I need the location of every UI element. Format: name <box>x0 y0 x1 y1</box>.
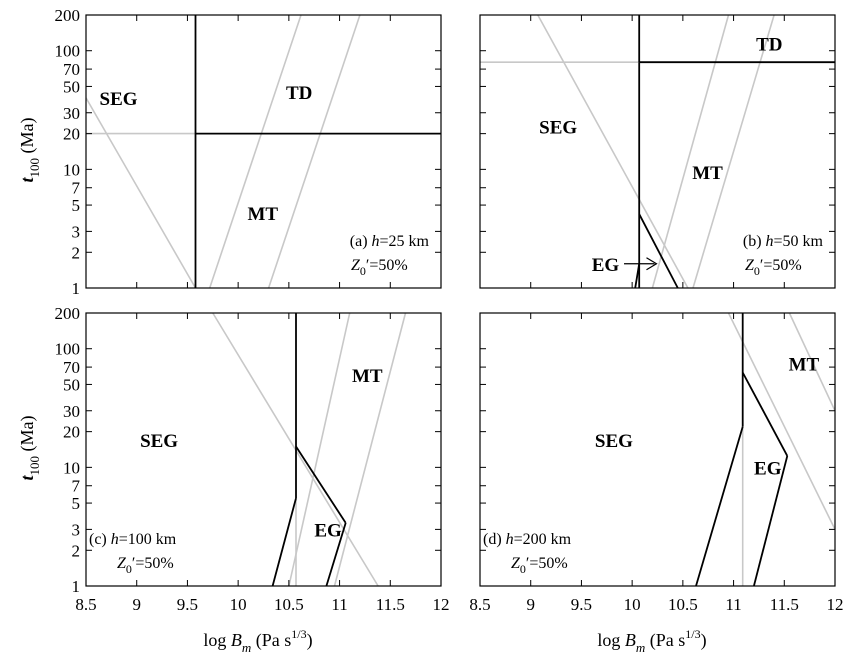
panel-c-xtick-label-12: 12 <box>433 595 450 614</box>
panel-a-ytick-label-5: 5 <box>72 196 81 215</box>
panel-c-xtick-label-9: 9 <box>132 595 141 614</box>
panel-c-xtick-label-10: 10 <box>230 595 247 614</box>
panel-c-ytick-label-3: 3 <box>72 520 81 539</box>
panel-a-region-label-seg: SEG <box>100 89 138 110</box>
panel-c-xtick-label-9.5: 9.5 <box>177 595 198 614</box>
panel-c-boundary-line-2 <box>295 446 347 524</box>
panel-c-region-label-seg: SEG <box>140 431 178 452</box>
panel-d-xtick-label-11.5: 11.5 <box>770 595 799 614</box>
panel-d-boundary-line-2 <box>695 426 744 587</box>
panel-d-frame <box>479 312 836 587</box>
panel-a-ytick-label-3: 3 <box>72 222 81 241</box>
panel-c-boundary-line-3 <box>325 522 347 587</box>
panel-a-ytick-label-1: 1 <box>72 279 81 298</box>
panel-a-annotation-z0: Z0′=50% <box>351 257 408 278</box>
panel-b-region-label-eg: EG <box>592 255 620 276</box>
panel-c-ytick-label-200: 200 <box>55 304 81 323</box>
panel-b-guide-line-3 <box>692 14 775 289</box>
panel-d-xtick-label-9: 9 <box>526 595 535 614</box>
y-axis-label-bottom: t100 (Ma) <box>17 415 42 480</box>
panel-d-xtick-label-10: 10 <box>624 595 641 614</box>
panel-a-ytick-label-10: 10 <box>63 160 80 179</box>
panel-d-guide-line-2 <box>788 312 836 412</box>
panel-c-region-label-eg: EG <box>314 520 342 541</box>
panel-c-guide-line-3 <box>333 312 407 587</box>
panel-c-frame <box>85 312 442 587</box>
panel-b-boundary-line-4 <box>638 213 679 289</box>
y-axis-label-top: t100 (Ma) <box>17 117 42 182</box>
panel-a-ytick-label-7: 7 <box>72 179 81 198</box>
panel-b-region-label-seg: SEG <box>539 117 577 138</box>
x-axis-label-left: log Bm (Pa s1/3) <box>203 627 312 655</box>
panel-a-ytick-label-30: 30 <box>63 104 80 123</box>
panel-c-annotation-z0: Z0′=50% <box>117 555 174 576</box>
panel-c-ytick-label-2: 2 <box>72 541 81 560</box>
panel-a-ytick-label-70: 70 <box>63 60 80 79</box>
panel-c-ytick-label-1: 1 <box>72 577 81 596</box>
panel-a-ytick-label-50: 50 <box>63 77 80 96</box>
panel-c-ytick-label-50: 50 <box>63 375 80 394</box>
panel-d-annotation-h: (d) h=200 km <box>483 531 572 548</box>
panel-c-ytick-label-10: 10 <box>63 458 80 477</box>
panel-c-ytick-label-7: 7 <box>72 477 81 496</box>
panel-c-xtick-label-8.5: 8.5 <box>75 595 96 614</box>
panel-d-xtick-label-8.5: 8.5 <box>469 595 490 614</box>
panel-d-boundary-line-4 <box>753 455 789 587</box>
panel-b-frame <box>479 14 836 289</box>
panel-b-region-label-mt: MT <box>692 163 723 184</box>
panel-c-xtick-label-10.5: 10.5 <box>274 595 304 614</box>
panel-c-region-label-mt: MT <box>352 366 383 387</box>
x-axis-label-right: log Bm (Pa s1/3) <box>597 627 706 655</box>
panel-c-xtick-label-11.5: 11.5 <box>376 595 405 614</box>
panel-b-region-label-td: TD <box>756 35 782 56</box>
panel-c-ytick-label-20: 20 <box>63 423 80 442</box>
panel-c-guide-line-2 <box>288 312 351 587</box>
panel-c-ytick-label-70: 70 <box>63 358 80 377</box>
panel-c-xtick-label-11: 11 <box>331 595 347 614</box>
panel-d-region-label-seg: SEG <box>595 431 633 452</box>
panel-d-xtick-label-12: 12 <box>827 595 844 614</box>
panel-d-xtick-label-10.5: 10.5 <box>668 595 698 614</box>
panel-d-boundary-line-3 <box>741 372 789 457</box>
panel-b-guide-line-2 <box>651 14 730 289</box>
panel-a-annotation-h: (a) h=25 km <box>350 233 430 250</box>
panel-a-ytick-label-20: 20 <box>63 125 80 144</box>
panel-d-xtick-label-9.5: 9.5 <box>571 595 592 614</box>
panel-d-guide-line-0 <box>727 312 836 530</box>
panel-c-ytick-label-100: 100 <box>55 340 81 359</box>
panel-a-region-label-mt: MT <box>248 204 279 225</box>
panel-a-ytick-label-2: 2 <box>72 243 81 262</box>
panel-c-ytick-label-30: 30 <box>63 402 80 421</box>
panel-b-arrow-head <box>646 257 658 271</box>
panel-a-region-label-td: TD <box>286 83 312 104</box>
panel-b-annotation-h: (b) h=50 km <box>743 233 824 250</box>
panel-b-boundary-line-3 <box>634 263 641 289</box>
panel-a-ytick-label-100: 100 <box>55 42 81 61</box>
panel-a-guide-line-0 <box>85 97 197 289</box>
panel-a-guide-line-3 <box>267 14 361 289</box>
panel-c-boundary-line-1 <box>271 497 297 587</box>
panel-a-ytick-label-200: 200 <box>55 6 81 25</box>
panel-b-guide-line-1 <box>537 14 689 289</box>
panel-a-frame <box>85 14 442 289</box>
panel-d-region-label-eg: EG <box>754 458 782 479</box>
panel-d-xtick-label-11: 11 <box>725 595 741 614</box>
panel-c-ytick-label-5: 5 <box>72 494 81 513</box>
panel-c-annotation-h: (c) h=100 km <box>89 531 177 548</box>
panel-d-region-label-mt: MT <box>789 355 820 376</box>
panel-b: SEG TD MT EG (b) h=50 km Z0′=50% <box>479 14 836 289</box>
panel-d: 8.5 9 9.5 10 10.5 11 11.5 12 SEG MT EG (d) h=200 km… <box>469 312 844 614</box>
panel-d-annotation-z0: Z0′=50% <box>511 555 568 576</box>
panel-b-annotation-z0: Z0′=50% <box>745 257 802 278</box>
panel-a-guide-line-2 <box>208 14 302 289</box>
